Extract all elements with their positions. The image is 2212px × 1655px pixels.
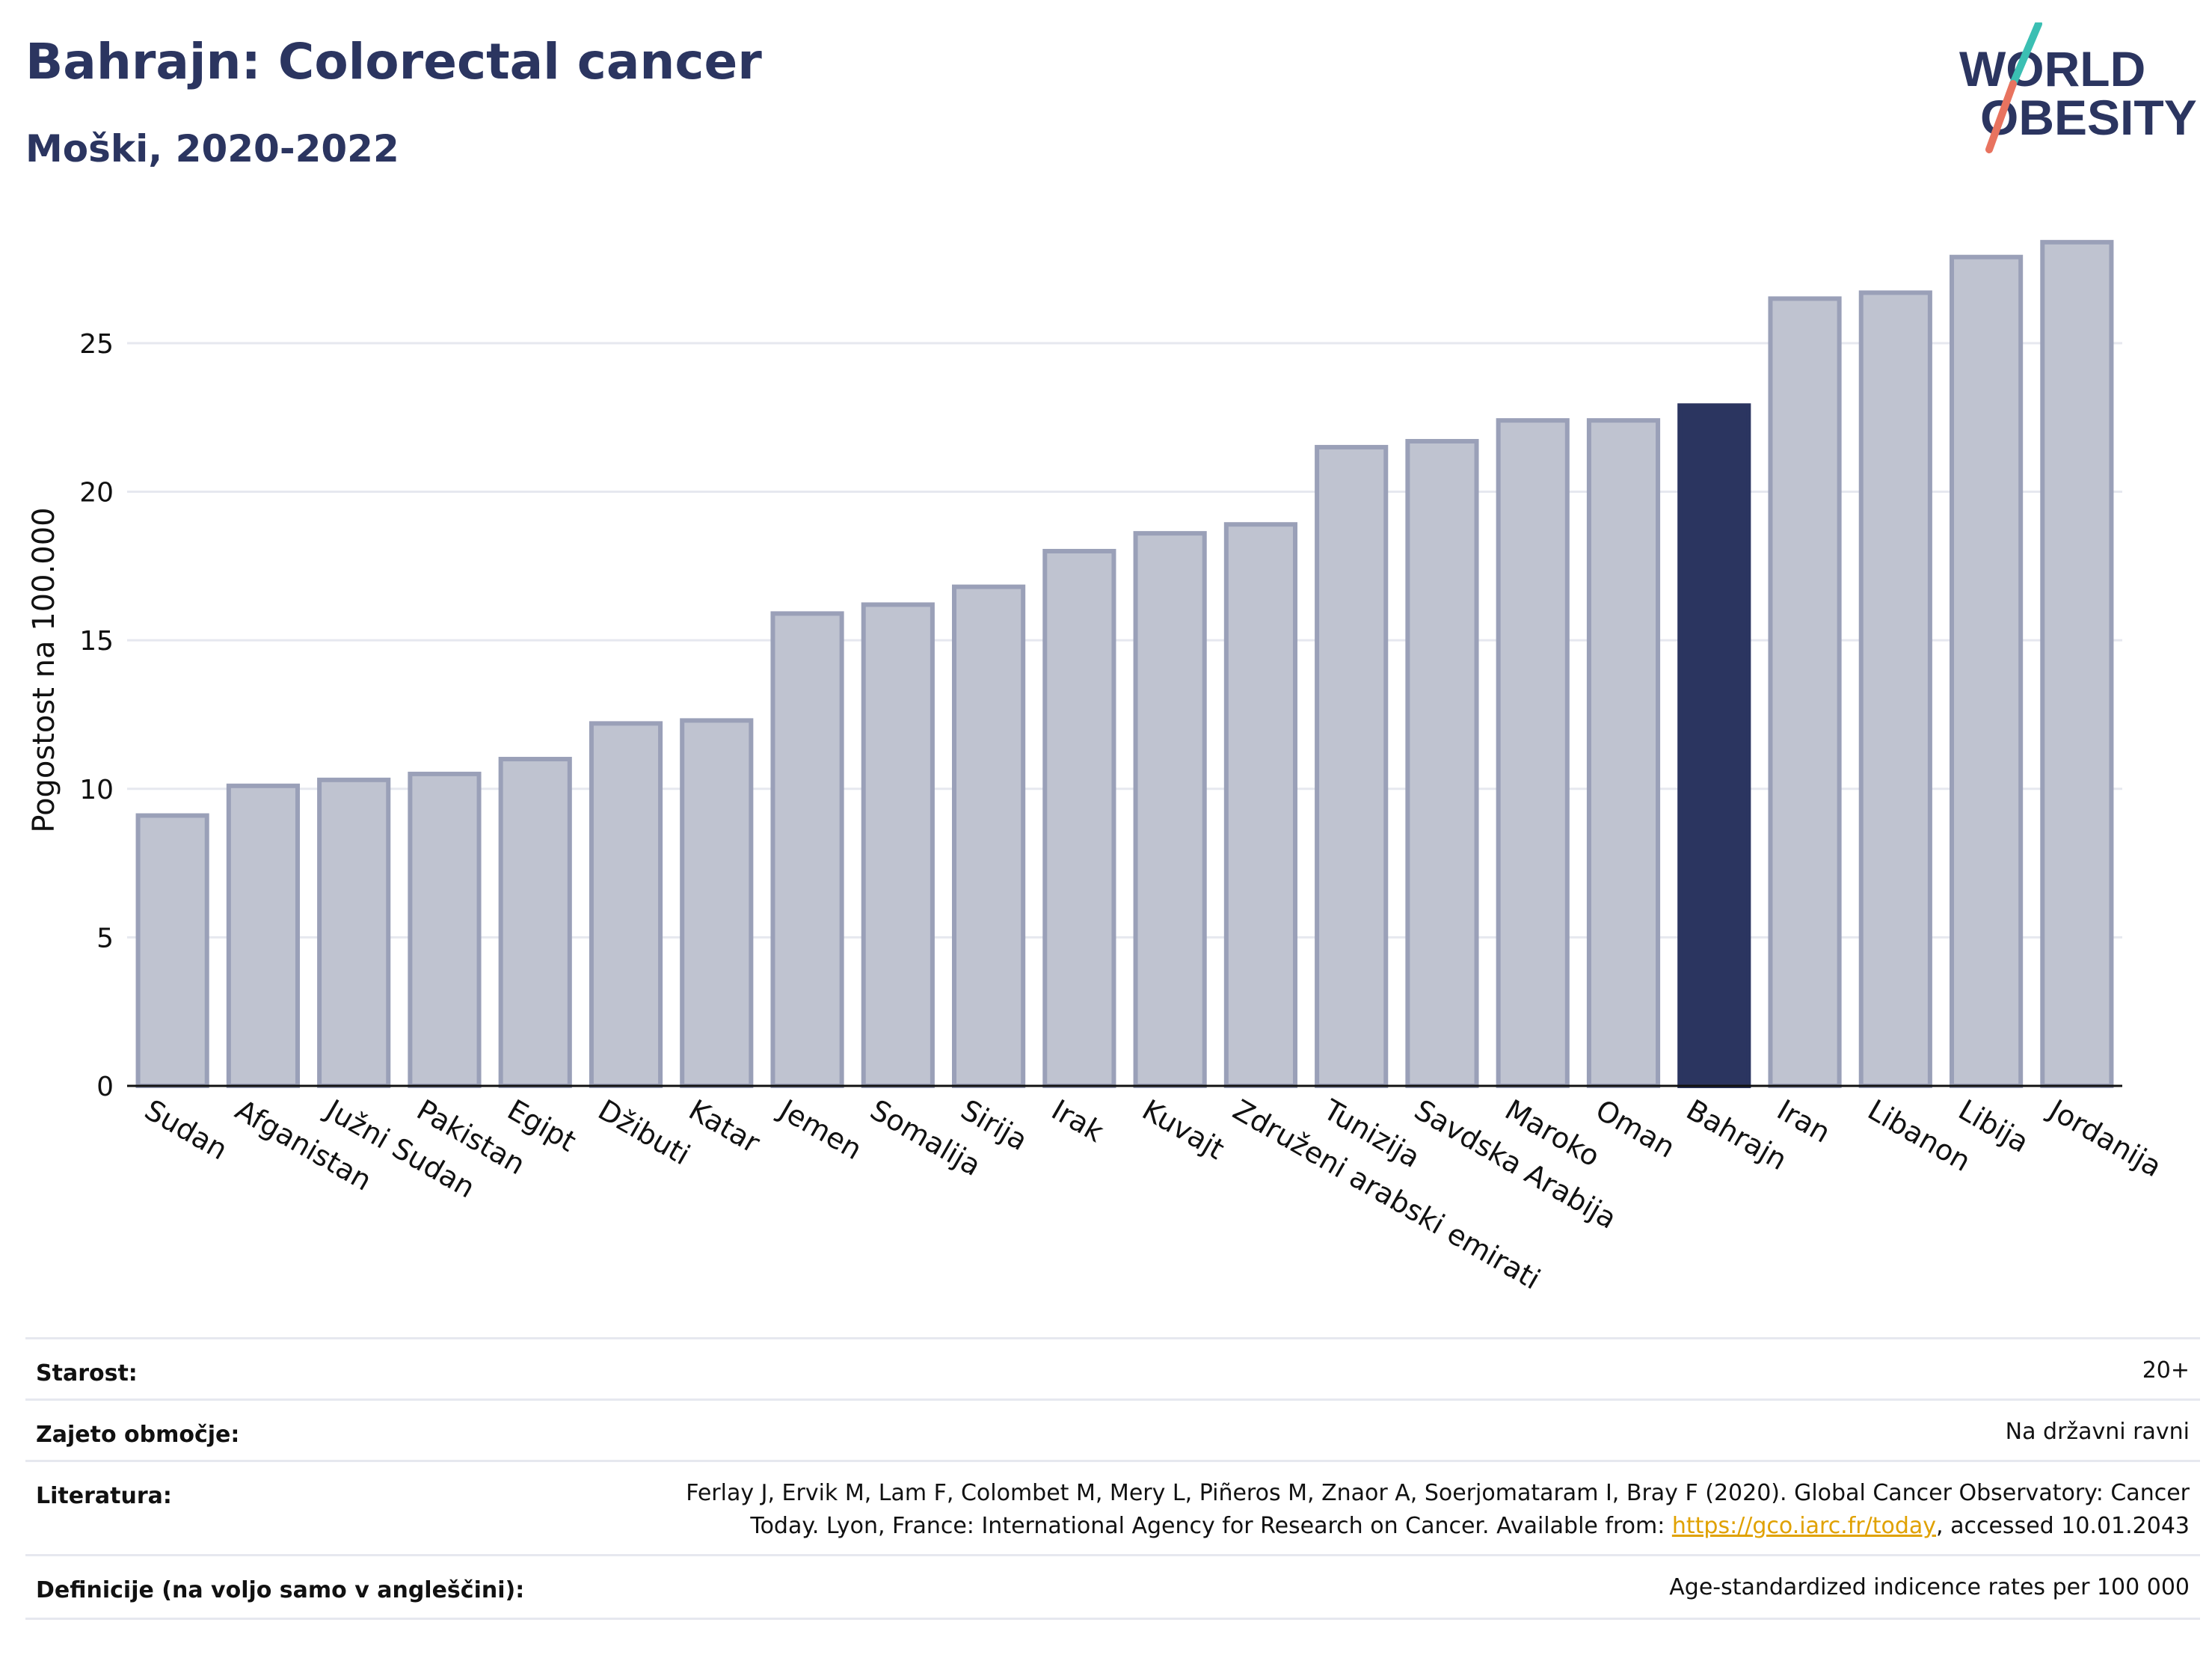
- bar-jemen[interactable]: [770, 611, 844, 1088]
- x-tick-label: Katar: [683, 1093, 766, 1160]
- bar-iran[interactable]: [1768, 296, 1842, 1089]
- bar-jordanija[interactable]: [2040, 239, 2114, 1088]
- meta-reference-label: Literatura:: [36, 1483, 172, 1509]
- x-tick-label: Irak: [1046, 1093, 1109, 1149]
- bar-egipt[interactable]: [498, 757, 572, 1088]
- meta-reference-line2-pre: Today. Lyon, France: International Agenc…: [750, 1513, 1672, 1539]
- bar-džibuti[interactable]: [589, 721, 663, 1089]
- x-tick-label: Bahrajn: [1681, 1093, 1792, 1177]
- reference-link[interactable]: https://gco.iarc.fr/today: [1671, 1513, 1937, 1539]
- x-tick-label: Jemen: [772, 1093, 867, 1167]
- bar-afganistan[interactable]: [226, 783, 300, 1089]
- x-tick-label: Jordanija: [2042, 1093, 2167, 1184]
- bar-pakistan[interactable]: [408, 771, 482, 1089]
- bar-tunizija[interactable]: [1315, 444, 1389, 1088]
- bar-sudan[interactable]: [135, 813, 209, 1089]
- meta-row-definitions: Definicije (na voljo samo v angleščini):…: [25, 1554, 2200, 1620]
- meta-reference-line2: Today. Lyon, France: International Agenc…: [686, 1510, 2190, 1543]
- meta-reference-value: Ferlay J, Ervik M, Lam F, Colombet M, Me…: [686, 1477, 2190, 1543]
- bar-oman[interactable]: [1586, 418, 1661, 1088]
- meta-coverage-label: Zajeto območje:: [36, 1422, 240, 1448]
- y-tick-label: 10: [79, 775, 114, 805]
- metadata-table: Starost: 20+ Zajeto območje: Na državni …: [25, 1337, 2200, 1621]
- bar-kuvajt[interactable]: [1133, 531, 1207, 1088]
- bar-libanon[interactable]: [1858, 290, 1932, 1089]
- x-tick-label: Sudan: [139, 1093, 233, 1167]
- meta-row-reference: Literatura: Ferlay J, Ervik M, Lam F, Co…: [25, 1460, 2200, 1556]
- logo-slash-teal: [2009, 22, 2042, 87]
- bar-južni-sudan[interactable]: [317, 777, 391, 1089]
- y-tick-label: 15: [79, 626, 114, 657]
- y-tick-label: 20: [79, 478, 114, 509]
- y-axis-ticks: 0 5 10 15 20 25: [79, 329, 114, 1102]
- meta-definitions-label: Definicije (na voljo samo v angleščini):: [36, 1577, 525, 1603]
- logo-slash-coral: [1985, 80, 2017, 153]
- x-tick-label: Oman: [1591, 1093, 1681, 1164]
- x-tick-label: Džibuti: [593, 1093, 696, 1172]
- bar-somalija[interactable]: [861, 602, 935, 1088]
- y-tick-label: 0: [96, 1072, 114, 1102]
- bar-maroko[interactable]: [1496, 418, 1570, 1088]
- meta-definitions-value: Age-standardized indicence rates per 100…: [1669, 1574, 2190, 1600]
- bar-združeni-arabski-emirati[interactable]: [1223, 522, 1297, 1088]
- y-tick-label: 25: [79, 329, 114, 360]
- meta-age-value: 20+: [2142, 1357, 2190, 1384]
- meta-row-coverage: Zajeto območje: Na državni ravni: [25, 1398, 2200, 1462]
- bar-bahrajn[interactable]: [1677, 403, 1751, 1088]
- x-tick-label: Kuvajt: [1137, 1093, 1229, 1166]
- logo-word-obesity: OBESITY: [1980, 90, 2197, 145]
- y-tick-label: 5: [96, 923, 114, 954]
- bar-libija[interactable]: [1950, 254, 2024, 1089]
- bar-katar[interactable]: [680, 718, 754, 1089]
- chart-subtitle: Moški, 2020-2022: [25, 127, 399, 171]
- bar-savdska-arabija[interactable]: [1405, 438, 1479, 1088]
- meta-age-label: Starost:: [36, 1360, 138, 1387]
- bar-sirija[interactable]: [952, 584, 1026, 1088]
- world-obesity-logo: WORLD OBESITY: [1959, 22, 2197, 153]
- chart-title: Bahrajn: Colorectal cancer: [25, 33, 762, 90]
- bar-irak[interactable]: [1042, 548, 1116, 1088]
- meta-row-age: Starost: 20+: [25, 1337, 2200, 1401]
- x-tick-label: Libanon: [1862, 1093, 1976, 1178]
- meta-coverage-value: Na državni ravni: [2005, 1419, 2190, 1445]
- bars: [135, 239, 2114, 1089]
- logo-word-world: WORLD: [1959, 41, 2145, 96]
- meta-reference-line2-post: , accessed 10.01.2043: [1936, 1513, 2190, 1539]
- y-axis-label: Pogostost na 100.000: [27, 507, 61, 832]
- meta-reference-line1: Ferlay J, Ervik M, Lam F, Colombet M, Me…: [686, 1480, 2190, 1506]
